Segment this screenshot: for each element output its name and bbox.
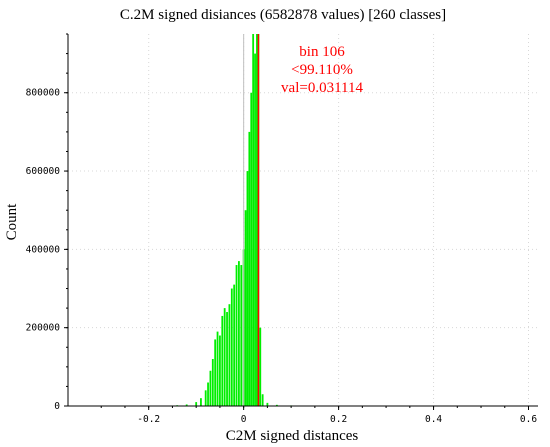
histogram-bar xyxy=(266,402,269,406)
histogram-bar xyxy=(230,288,233,406)
histogram-bar xyxy=(228,304,231,406)
histogram-bar xyxy=(185,404,188,406)
y-axis-ticks: 0 200000 400000 600000 800000 xyxy=(26,33,68,412)
histogram-bar xyxy=(250,92,253,406)
histogram-bar xyxy=(254,53,256,406)
threshold-label-line: <99.110% xyxy=(291,62,353,78)
y-tick-label: 600000 xyxy=(26,166,61,177)
axes xyxy=(67,34,538,407)
y-axis-label: Count xyxy=(4,203,20,241)
x-tick-label: -0.2 xyxy=(137,414,160,425)
histogram-bar xyxy=(235,265,238,406)
histogram-bar xyxy=(204,390,207,406)
histogram-bar xyxy=(216,331,219,406)
histogram-bar xyxy=(261,394,264,406)
histogram-bar xyxy=(209,370,212,406)
x-tick-label: 0.6 xyxy=(520,414,537,425)
histogram-bar xyxy=(244,210,247,406)
y-tick-label: 800000 xyxy=(26,88,61,99)
histogram-bar xyxy=(214,339,217,406)
marker-lines xyxy=(243,34,260,406)
y-tick-label: 200000 xyxy=(26,323,61,334)
histogram-bar xyxy=(195,402,198,406)
histogram-bar xyxy=(219,335,221,406)
x-tick-label: 0.4 xyxy=(425,414,442,425)
histogram-bar xyxy=(221,315,224,406)
histogram-bar xyxy=(252,34,255,406)
histogram-bar xyxy=(256,34,258,406)
x-tick-label: 0.2 xyxy=(330,414,347,425)
x-axis-label: C2M signed distances xyxy=(226,428,359,444)
chart-title: C.2M signed disiances (6582878 values) [… xyxy=(120,7,446,23)
histogram-bar xyxy=(200,398,202,406)
x-tick-label: 0 xyxy=(241,414,247,425)
histogram-bar xyxy=(223,308,226,406)
histogram-bar xyxy=(275,404,278,406)
histogram-bar xyxy=(259,327,262,406)
histogram-bar xyxy=(211,359,214,406)
x-axis-ticks: -0.2 0 0.2 0.4 0.6 xyxy=(100,406,537,425)
y-tick-label: 0 xyxy=(54,401,60,412)
histogram-bar xyxy=(248,131,251,407)
histogram-bar xyxy=(226,312,228,406)
histogram-bar xyxy=(233,284,236,406)
histogram-bar xyxy=(238,261,240,406)
histogram-bar xyxy=(246,171,249,406)
threshold-annotation: bin 106 <99.110% val=0.031114 xyxy=(281,44,363,96)
threshold-label-line: bin 106 xyxy=(299,44,345,60)
histogram-bar xyxy=(207,382,209,406)
histogram-bar xyxy=(240,265,243,406)
y-tick-label: 400000 xyxy=(26,244,61,255)
threshold-label-line: val=0.031114 xyxy=(281,80,363,96)
